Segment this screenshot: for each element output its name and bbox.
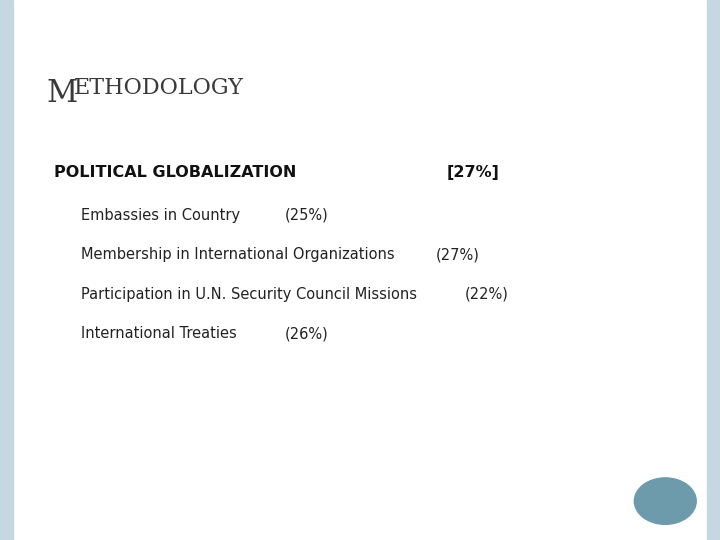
Text: Participation in U.N. Security Council Missions: Participation in U.N. Security Council M… <box>81 287 417 302</box>
Text: International Treaties: International Treaties <box>81 326 236 341</box>
Circle shape <box>634 478 696 524</box>
Text: (26%): (26%) <box>284 326 328 341</box>
Text: (22%): (22%) <box>464 287 508 302</box>
Text: M: M <box>47 78 78 109</box>
Text: [27%]: [27%] <box>446 165 499 180</box>
Text: Embassies in Country: Embassies in Country <box>81 208 240 223</box>
Text: ETHODOLOGY: ETHODOLOGY <box>74 77 244 99</box>
Bar <box>0 0 13 540</box>
Text: (25%): (25%) <box>284 208 328 223</box>
Text: Membership in International Organizations: Membership in International Organization… <box>81 247 395 262</box>
Bar <box>707 0 720 540</box>
Text: POLITICAL GLOBALIZATION: POLITICAL GLOBALIZATION <box>54 165 297 180</box>
Text: (27%): (27%) <box>436 247 480 262</box>
